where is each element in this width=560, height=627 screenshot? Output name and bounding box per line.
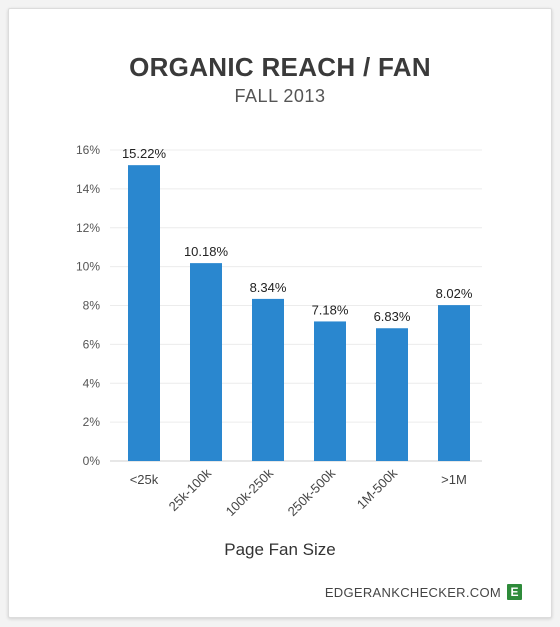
y-tick-label: 12%	[76, 221, 100, 235]
bar	[190, 263, 222, 461]
x-axis-label: Page Fan Size	[224, 540, 336, 559]
data-label: 10.18%	[184, 244, 229, 259]
y-tick-label: 16%	[76, 143, 100, 157]
y-tick-label: 10%	[76, 260, 100, 274]
y-tick-label: 6%	[83, 337, 101, 351]
x-tick-label: 1M-500k	[354, 465, 401, 512]
x-tick-label: 100k-250k	[223, 465, 277, 519]
data-label: 7.18%	[312, 302, 349, 317]
bar	[314, 321, 346, 461]
y-tick-label: 4%	[83, 376, 101, 390]
bar	[376, 328, 408, 461]
footer-branding: EDGERANKCHECKER.COM E	[325, 584, 522, 600]
x-tick-label: >1M	[441, 472, 467, 487]
data-label: 8.02%	[436, 286, 473, 301]
data-label: 8.34%	[250, 280, 287, 295]
chart-subtitle: FALL 2013	[234, 86, 326, 106]
data-label: 6.83%	[374, 309, 411, 324]
y-tick-label: 8%	[83, 299, 101, 313]
data-label: 15.22%	[122, 146, 167, 161]
x-tick-label: <25k	[130, 472, 159, 487]
source-text: EDGERANKCHECKER.COM	[324, 584, 501, 600]
y-tick-label: 14%	[76, 182, 100, 196]
x-tick-label: 25k-100k	[166, 465, 215, 514]
chart-title: ORGANIC REACH / FAN	[129, 52, 431, 82]
y-tick-label: 2%	[83, 415, 101, 429]
bar	[438, 305, 470, 461]
edgerank-logo-icon: E	[507, 584, 522, 600]
y-tick-label: 0%	[83, 454, 101, 468]
bar	[128, 165, 160, 461]
x-tick-label: 250k-500k	[285, 465, 339, 519]
bar	[252, 298, 284, 461]
